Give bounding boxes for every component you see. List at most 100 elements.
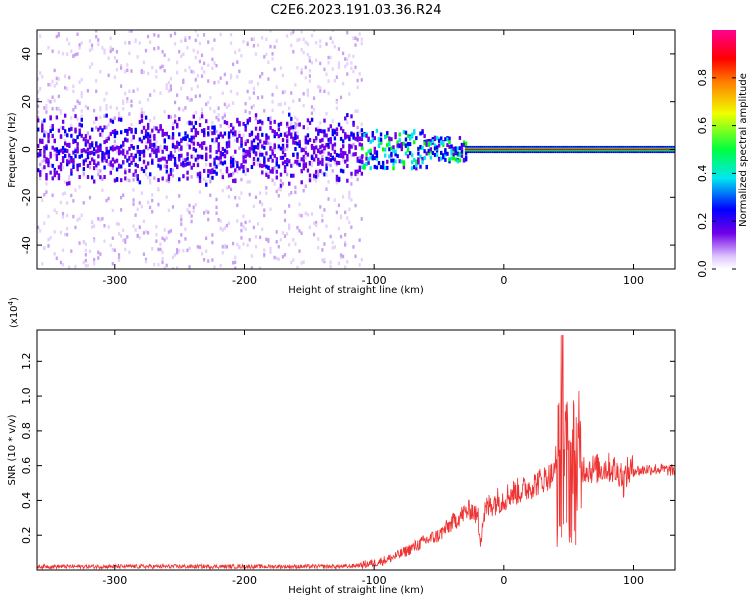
heatmap-cell <box>90 220 94 224</box>
heatmap-cell <box>144 131 148 136</box>
heatmap-cell <box>229 73 233 78</box>
heatmap-cell <box>124 168 127 172</box>
heatmap-cell <box>275 256 278 261</box>
heatmap-cell <box>101 177 104 181</box>
heatmap-cell <box>356 109 359 113</box>
heatmap-cell <box>140 139 144 144</box>
heatmap-cell <box>202 258 206 262</box>
heatmap-cell <box>302 188 305 193</box>
heatmap-cell <box>572 148 575 151</box>
heatmap-cell <box>188 138 191 143</box>
heatmap-cell <box>184 38 187 42</box>
heatmap-cell <box>184 131 187 136</box>
heatmap-cell <box>269 154 272 159</box>
heatmap-cell <box>173 42 177 46</box>
heatmap-cell <box>294 83 297 87</box>
heatmap-cell <box>209 193 212 198</box>
heatmap-cell <box>460 142 464 147</box>
heatmap-cell <box>205 162 208 167</box>
heatmap-cell <box>356 78 359 83</box>
heatmap-cell <box>277 187 280 191</box>
heatmap-cell <box>360 78 363 82</box>
heatmap-cell <box>122 142 125 147</box>
heatmap-cell <box>113 56 116 60</box>
heatmap-cell <box>346 30 349 35</box>
heatmap-cell <box>585 148 588 151</box>
heatmap-cell <box>49 163 52 167</box>
heatmap-cell <box>105 150 108 155</box>
heatmap-cell <box>236 75 239 79</box>
heatmap-cell <box>234 138 237 142</box>
heatmap-cell <box>39 86 42 91</box>
heatmap-cell <box>400 147 404 152</box>
heatmap-cell <box>271 108 274 113</box>
heatmap-cell <box>512 148 515 151</box>
heatmap-cell <box>221 91 224 96</box>
heatmap-cell <box>281 110 285 114</box>
heatmap-cell <box>196 172 200 177</box>
heatmap-cell <box>292 50 295 54</box>
heatmap-cell <box>591 148 594 151</box>
heatmap-cell <box>339 95 343 100</box>
heatmap-cell <box>323 242 326 246</box>
heatmap-cell <box>136 207 139 212</box>
heatmap-cell <box>55 256 58 261</box>
heatmap-cell <box>312 138 316 143</box>
heatmap-cell <box>186 120 189 125</box>
heatmap-cell <box>124 247 127 252</box>
heatmap-cell <box>213 125 216 130</box>
heatmap-cell <box>256 162 260 167</box>
heatmap-cell <box>240 140 243 145</box>
heatmap-cell <box>404 137 408 142</box>
heatmap-cell <box>421 145 424 150</box>
heatmap-cell <box>402 141 406 146</box>
heatmap-cell <box>180 162 183 167</box>
heatmap-cell <box>167 176 171 181</box>
heatmap-cell <box>635 148 638 151</box>
heatmap-cell <box>101 188 104 192</box>
heatmap-cell <box>265 37 268 42</box>
heatmap-cell <box>99 169 102 173</box>
heatmap-cell <box>157 158 160 163</box>
heatmap-cell <box>213 61 216 65</box>
heatmap-cell <box>217 218 220 222</box>
heatmap-cell <box>356 137 359 142</box>
heatmap-cell <box>93 239 96 243</box>
heatmap-cell <box>103 223 106 228</box>
heatmap-cell <box>308 74 311 78</box>
heatmap-cell <box>167 172 170 176</box>
heatmap-cell <box>213 38 216 42</box>
heatmap-cell <box>317 246 320 250</box>
heatmap-cell <box>198 190 202 194</box>
heatmap-cell <box>169 84 172 88</box>
heatmap-cell <box>304 135 308 140</box>
heatmap-cell <box>415 159 418 164</box>
heatmap-cell <box>182 52 185 57</box>
heatmap-cell <box>448 157 451 162</box>
heatmap-cell <box>425 142 428 147</box>
heatmap-cell <box>130 138 133 143</box>
heatmap-cell <box>271 151 274 156</box>
heatmap-cell <box>103 51 106 55</box>
heatmap-cell <box>37 168 40 173</box>
heatmap-cell <box>250 37 253 42</box>
heatmap-cell <box>122 160 125 165</box>
heatmap-cell <box>290 191 293 195</box>
heatmap-cell <box>186 156 189 161</box>
heatmap-cell <box>149 181 152 185</box>
snr-x-tick-label: -300 <box>102 574 127 587</box>
heatmap-cell <box>55 106 58 111</box>
heatmap-cell <box>256 145 260 150</box>
heatmap-cell <box>294 159 297 164</box>
heatmap-cell <box>310 212 314 216</box>
heatmap-cell <box>142 135 146 140</box>
heatmap-cell <box>157 247 160 252</box>
heatmap-cell <box>325 163 328 168</box>
heatmap-cell <box>579 148 582 151</box>
heatmap-cell <box>115 150 119 154</box>
heatmap-cell <box>99 252 102 256</box>
heatmap-cell <box>454 148 457 153</box>
heatmap-cell <box>651 148 654 151</box>
heatmap-cell <box>344 135 347 140</box>
heatmap-cell <box>545 148 548 151</box>
